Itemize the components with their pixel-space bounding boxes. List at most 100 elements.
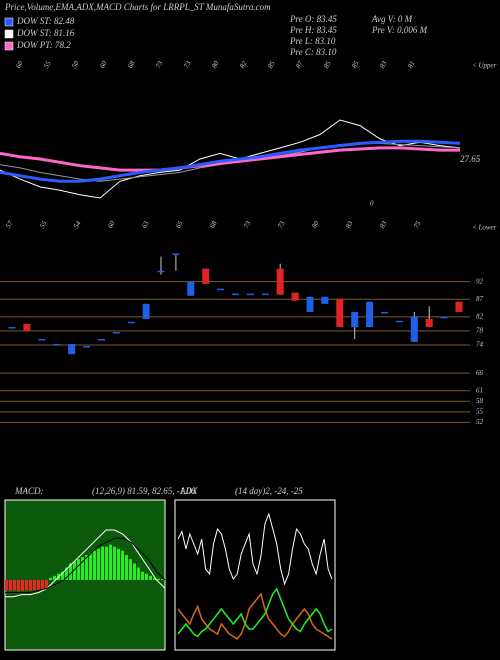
histogram-bar (157, 578, 160, 580)
histogram-bar (121, 550, 124, 580)
bottom-label: 63 (140, 219, 151, 229)
y-tick-label: 52 (476, 418, 484, 426)
top-label: 85 (266, 59, 277, 69)
histogram-bar (69, 563, 72, 580)
legend-swatch (4, 17, 14, 27)
histogram-bar (21, 580, 24, 591)
top-label: 68 (126, 59, 137, 69)
histogram-bar (49, 577, 52, 580)
candle-body (455, 301, 463, 312)
histogram-bar (133, 563, 136, 580)
panel-subtitle: (12,26,9) 81.59, 82.65, -1.06 (92, 486, 196, 496)
candle-body (53, 343, 61, 346)
bottom-label: 55 (38, 219, 49, 229)
top-label: 55 (42, 59, 53, 69)
candle-body (157, 270, 165, 273)
candle-body (351, 311, 359, 328)
top-label: 81 (406, 60, 416, 70)
top-label: 85 (322, 59, 333, 69)
top-label: 73 (154, 59, 165, 69)
adx-line (177, 512, 333, 586)
candle-body (112, 331, 120, 334)
annotation: 0 (370, 200, 374, 208)
bottom-label: 83 (378, 219, 389, 229)
legend-swatch (4, 29, 14, 39)
histogram-bar (53, 575, 56, 580)
bottom-label: 68 (208, 219, 219, 229)
histogram-bar (37, 580, 40, 590)
y-tick-label: 87 (476, 295, 484, 303)
candle-body (410, 316, 418, 342)
panel-title: ADX (179, 486, 198, 496)
macd-line (5, 529, 166, 598)
candle-body (187, 281, 195, 296)
panel-bg (174, 499, 336, 651)
y-tick-label: 58 (476, 397, 484, 405)
candle-body (142, 303, 150, 319)
bottom-label: 73 (242, 219, 253, 229)
histogram-bar (141, 571, 144, 580)
candle-body (261, 293, 269, 296)
candle-body (381, 311, 388, 314)
histogram-bar (17, 580, 20, 592)
bottom-label: 75 (412, 219, 423, 229)
candle-body (127, 321, 135, 324)
histogram-bar (149, 575, 152, 580)
bottom-label: 57 (4, 219, 15, 229)
panel-title: MACD: (14, 486, 44, 496)
bottom-label: 80 (310, 219, 321, 229)
adx-line (177, 592, 333, 640)
bottom-label: 73 (276, 219, 287, 229)
candle-body (321, 296, 329, 304)
quote-text: Pre O: 83.45 (289, 14, 337, 24)
histogram-bar (9, 580, 12, 591)
histogram-bar (101, 546, 104, 580)
y-tick-label: 82 (476, 312, 484, 320)
candle-body (246, 293, 254, 296)
histogram-bar (81, 557, 84, 580)
legend-label: DOW PT: 78.2 (16, 40, 71, 50)
candle-body (366, 301, 374, 328)
candle-body (395, 320, 403, 323)
top-label: 83 (378, 59, 389, 69)
ema-line (0, 139, 461, 183)
histogram-bar (13, 580, 16, 591)
candle-body (291, 292, 299, 301)
candle-body (306, 296, 314, 312)
annotation: 27.65 (460, 154, 481, 164)
candle-body (202, 268, 210, 284)
histogram-bar (161, 579, 164, 580)
top-label: 60 (98, 59, 109, 69)
candle-body (217, 288, 225, 291)
histogram-bar (129, 559, 132, 580)
y-tick-label: 92 (476, 277, 484, 285)
histogram-bar (145, 573, 148, 580)
bottom-label: 60 (106, 219, 117, 229)
histogram-bar (109, 544, 112, 580)
candle-body (38, 339, 46, 341)
candle-body (23, 323, 31, 331)
upper-label: < Upper (472, 62, 497, 70)
quote-text: Avg V: 0 M (371, 14, 413, 24)
histogram-bar (89, 552, 92, 580)
quote-text: Pre H: 83.45 (289, 25, 337, 35)
candle-body (232, 293, 239, 296)
macd-line (5, 537, 166, 593)
y-tick-label: 61 (476, 386, 483, 394)
histogram-bar (117, 548, 120, 580)
histogram-bar (113, 546, 116, 580)
histogram-bar (5, 580, 8, 591)
histogram-bar (29, 580, 32, 591)
histogram-bar (105, 546, 108, 580)
histogram-bar (85, 555, 88, 580)
y-tick-label: 78 (476, 327, 484, 335)
quote-text: Pre V: 0.006 M (371, 25, 428, 35)
candle-body (97, 339, 105, 341)
bottom-label: 83 (344, 219, 355, 229)
legend-label: DOW ST: 82.48 (16, 16, 75, 26)
page-title: Price,Volume,EMA,ADX,MACD Charts for LRR… (4, 2, 271, 12)
histogram-bar (125, 555, 128, 580)
candle-body (276, 268, 284, 295)
